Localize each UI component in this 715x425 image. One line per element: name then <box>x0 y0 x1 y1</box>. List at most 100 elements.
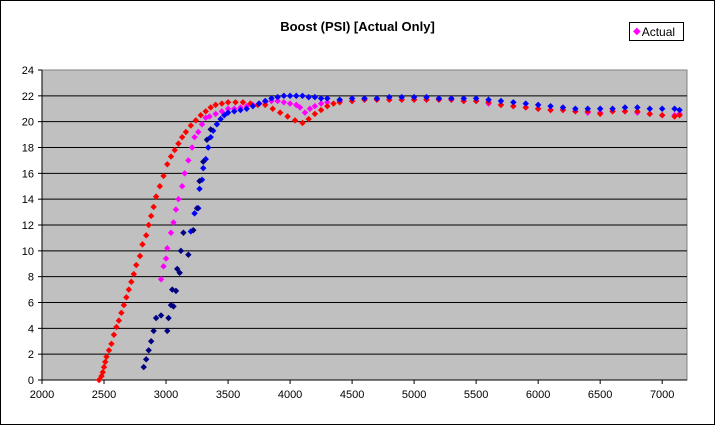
y-tick-label: 2 <box>28 349 34 361</box>
data-point-series-1 <box>291 117 299 124</box>
data-point-series-3 <box>176 269 183 276</box>
data-point-series-0 <box>212 110 219 118</box>
data-point-series-2 <box>423 93 430 101</box>
data-point-series-2 <box>317 95 325 102</box>
x-tick-label: 6000 <box>526 389 550 401</box>
data-point-series-3 <box>145 347 152 354</box>
data-point-series-1 <box>207 104 214 111</box>
data-point-series-2 <box>202 155 209 163</box>
data-point-series-0 <box>317 100 325 107</box>
data-point-series-1 <box>621 108 629 115</box>
data-point-series-2 <box>547 102 554 110</box>
data-point-series-1 <box>317 106 325 114</box>
x-tick-label: 4000 <box>278 389 302 401</box>
data-point-series-0 <box>301 109 309 116</box>
data-point-series-2 <box>213 121 221 128</box>
data-point-series-0 <box>188 144 196 151</box>
data-point-series-1 <box>128 278 135 286</box>
data-point-series-2 <box>305 93 312 101</box>
data-point-series-0 <box>181 170 188 177</box>
data-point-series-1 <box>156 183 164 190</box>
data-point-series-2 <box>196 185 203 193</box>
data-point-series-3 <box>207 126 214 133</box>
data-point-series-3 <box>190 226 197 234</box>
data-point-series-3 <box>170 303 177 310</box>
data-point-series-3 <box>164 327 171 335</box>
data-point-series-0 <box>195 128 202 136</box>
data-point-series-1 <box>123 294 130 301</box>
data-point-series-1 <box>147 212 155 220</box>
y-tick-label: 22 <box>22 91 34 103</box>
data-point-series-0 <box>178 183 186 190</box>
x-tick-label: 5000 <box>402 389 426 401</box>
data-point-series-0 <box>311 102 319 110</box>
data-point-series-0 <box>162 255 170 262</box>
x-tick-label: 5500 <box>464 389 488 401</box>
y-tick-label: 10 <box>22 246 34 258</box>
data-point-series-2 <box>231 108 238 115</box>
data-point-series-1 <box>99 369 106 376</box>
data-point-series-0 <box>198 121 206 128</box>
data-point-series-3 <box>193 205 201 212</box>
data-point-series-1 <box>311 110 319 118</box>
data-point-series-1 <box>105 347 113 354</box>
data-point-series-1 <box>164 161 171 168</box>
data-point-series-1 <box>212 101 219 109</box>
data-point-series-3 <box>140 363 147 371</box>
data-point-series-1 <box>224 99 232 106</box>
data-point-series-1 <box>596 110 604 118</box>
data-point-series-1 <box>167 153 175 160</box>
data-point-series-0 <box>286 100 294 107</box>
data-point-series-0 <box>175 195 182 203</box>
data-point-series-1 <box>324 102 331 110</box>
data-point-series-2 <box>217 115 224 123</box>
data-point-series-2 <box>658 105 666 112</box>
data-point-series-2 <box>485 96 492 103</box>
data-point-series-1 <box>269 105 276 112</box>
data-point-series-1 <box>284 113 291 120</box>
data-point-series-2 <box>596 105 604 112</box>
data-point-series-1 <box>145 221 152 229</box>
data-point-series-2 <box>224 109 232 116</box>
data-point-series-0 <box>185 157 192 164</box>
x-tick-label: 2000 <box>30 389 54 401</box>
y-tick-label: 12 <box>22 220 34 232</box>
data-point-series-1 <box>133 261 140 269</box>
data-point-series-0 <box>160 263 167 270</box>
data-point-series-1 <box>239 99 247 106</box>
data-point-series-1 <box>192 117 200 124</box>
data-point-series-1 <box>136 252 144 260</box>
data-point-series-2 <box>221 112 228 119</box>
data-point-series-2 <box>621 104 629 111</box>
data-point-series-1 <box>113 323 120 331</box>
data-point-series-3 <box>157 312 165 319</box>
data-point-series-1 <box>676 112 683 119</box>
y-tick-label: 20 <box>22 117 34 129</box>
data-point-series-2 <box>676 106 683 114</box>
data-point-series-1 <box>115 317 123 324</box>
data-point-series-2 <box>448 95 455 102</box>
x-tick-label: 7000 <box>650 389 674 401</box>
data-point-series-2 <box>522 100 529 107</box>
data-point-series-2 <box>205 144 212 151</box>
data-point-series-1 <box>150 203 157 211</box>
data-point-series-2 <box>373 95 381 102</box>
data-point-series-2 <box>584 105 591 112</box>
data-point-series-3 <box>152 314 160 322</box>
x-tick-label: 3500 <box>216 389 240 401</box>
data-point-series-1 <box>305 115 312 123</box>
data-point-series-2 <box>634 104 641 111</box>
data-point-series-1 <box>118 309 125 317</box>
y-tick-label: 4 <box>28 323 34 335</box>
x-tick-label: 3000 <box>154 389 178 401</box>
data-point-series-2 <box>497 97 505 105</box>
data-point-series-1 <box>142 232 150 239</box>
y-tick-label: 14 <box>22 194 34 206</box>
data-point-series-2 <box>336 96 343 103</box>
data-point-series-2 <box>268 95 275 102</box>
legend-marker-icon: ◆ <box>633 26 641 37</box>
data-point-series-2 <box>286 92 294 100</box>
data-point-series-2 <box>348 95 356 102</box>
